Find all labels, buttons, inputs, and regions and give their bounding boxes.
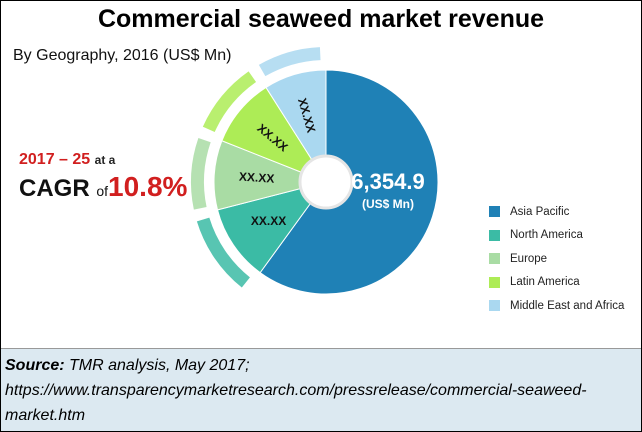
slice-label-north-america: XX.XX xyxy=(251,214,286,228)
center-unit: (US$ Mn) xyxy=(362,197,414,211)
legend-label: Asia Pacific xyxy=(510,205,570,218)
outer-arc-middle-east-and-africa xyxy=(258,47,321,77)
outer-arc-latin-america xyxy=(202,71,257,133)
source-text: Source: TMR analysis, May 2017; https://… xyxy=(5,353,635,428)
legend-item-asia-pacific: Asia Pacific xyxy=(489,200,624,224)
cagr-rate: 10.8% xyxy=(108,171,188,202)
legend-item-middle-east-and-africa: Middle East and Africa xyxy=(489,294,624,318)
legend-swatch xyxy=(489,276,500,288)
outer-arc-north-america xyxy=(196,217,250,288)
chart-legend: Asia Pacific North America Europe Latin Ame… xyxy=(489,200,624,318)
chart-subtitle: By Geography, 2016 (US$ Mn) xyxy=(13,47,232,64)
center-hole xyxy=(298,154,354,210)
legend-item-north-america: North America xyxy=(489,224,624,248)
source-box: Source: TMR analysis, May 2017; https://… xyxy=(1,348,641,431)
cagr-of: of xyxy=(96,183,109,199)
source-body: TMR analysis, May 2017; https://www.tran… xyxy=(5,357,587,424)
cagr-years-line: 2017 – 25 at a xyxy=(19,151,187,169)
chart-title: Commercial seaweed market revenue xyxy=(97,5,545,33)
legend-label: Europe xyxy=(510,252,548,265)
legend-item-europe: Europe xyxy=(489,247,624,271)
legend-label: Middle East and Africa xyxy=(510,299,625,312)
slice-label-europe: XX.XX xyxy=(239,170,275,186)
legend-label: North America xyxy=(510,229,583,242)
cagr-years: 2017 – 25 xyxy=(19,151,91,168)
cagr-callout: 2017 – 25 at a CAGR of10.8% xyxy=(19,151,187,203)
cagr-label: CAGR xyxy=(19,175,90,202)
legend-item-latin-america: Latin America xyxy=(489,271,624,295)
outer-arc-europe xyxy=(191,137,211,210)
decorative-arcs xyxy=(191,47,321,288)
legend-label: Latin America xyxy=(510,276,580,289)
slice-middle-east-and-africa xyxy=(265,69,327,184)
cagr-rate-line: CAGR of10.8% xyxy=(19,171,187,203)
legend-swatch xyxy=(489,300,500,312)
source-label: Source: xyxy=(5,357,65,374)
legend-swatch xyxy=(489,229,500,241)
cagr-at-a: at a xyxy=(94,153,116,167)
slice-north-america xyxy=(216,181,328,274)
legend-swatch xyxy=(489,253,500,265)
legend-swatch xyxy=(489,206,500,218)
center-value: 6,354.9 xyxy=(351,169,425,194)
